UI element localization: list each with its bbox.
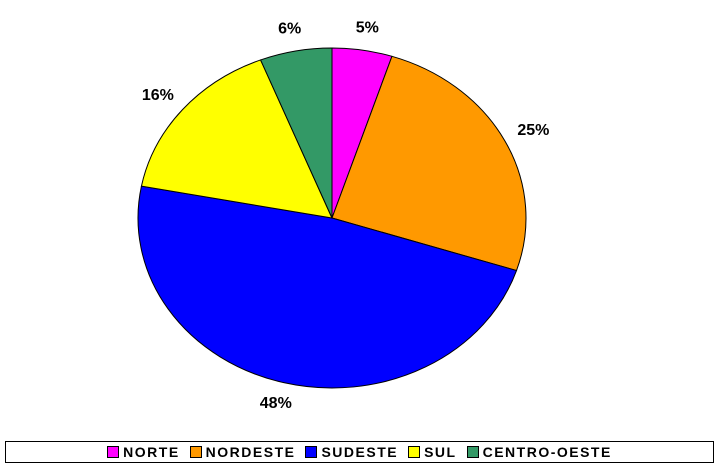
legend-label: SUL: [424, 444, 457, 460]
legend: NORTE NORDESTE SUDESTE SUL CENTRO-OESTE: [5, 441, 714, 463]
legend-label: CENTRO-OESTE: [482, 444, 612, 460]
pie-area: 5% 25% 48% 16% 6%: [137, 20, 549, 412]
legend-swatch: [466, 446, 479, 458]
legend-item: SUL: [408, 444, 457, 460]
data-label: 48%: [260, 395, 292, 412]
data-label: 5%: [356, 20, 379, 37]
legend-swatch: [107, 446, 120, 458]
legend-item: CENTRO-OESTE: [466, 444, 612, 460]
pie-slice: [140, 59, 333, 219]
legend-label: NORDESTE: [205, 444, 296, 460]
pie-slice: [331, 55, 527, 272]
legend-swatch: [305, 446, 318, 458]
legend-item: NORDESTE: [189, 444, 296, 460]
legend-item: SUDESTE: [305, 444, 398, 460]
legend-swatch: [189, 446, 202, 458]
data-label: 6%: [278, 21, 301, 38]
legend-label: SUDESTE: [321, 444, 399, 460]
pie-slice: [259, 47, 333, 219]
data-label: 16%: [142, 87, 174, 104]
pie-slice: [137, 185, 518, 389]
legend-swatch: [408, 446, 421, 458]
data-label: 25%: [517, 122, 549, 139]
legend-label: NORTE: [123, 444, 180, 460]
legend-item: NORTE: [107, 444, 180, 460]
